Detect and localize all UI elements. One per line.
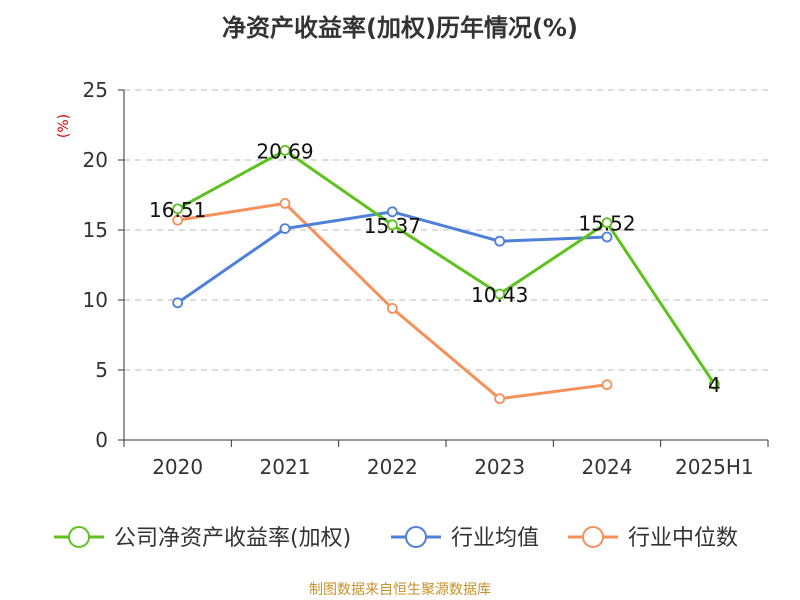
data-source-note: 制图数据来自恒生聚源数据库 <box>309 582 491 598</box>
data-point <box>172 214 184 226</box>
data-point <box>172 297 184 309</box>
data-labels: 16.51 20.69 15.37 10.43 15.52 4 <box>149 139 721 397</box>
legend-marker <box>405 526 427 548</box>
data-point <box>494 235 506 247</box>
data-label: 16.51 <box>149 198 206 222</box>
data-point <box>279 144 291 156</box>
legend-marker <box>68 526 90 548</box>
chart-title: 净资产收益率(加权)历年情况(%) <box>222 14 578 42</box>
data-point <box>601 379 613 391</box>
x-tick-label: 2025H1 <box>675 455 754 479</box>
x-tick-label: 2021 <box>260 455 311 479</box>
x-tick-label: 2024 <box>582 455 633 479</box>
legend-item-0[interactable]: 公司净资产收益率(加权) <box>54 526 351 551</box>
data-point <box>172 203 184 215</box>
axes: 0 5 10 15 20 25 2020 2021 2022 2023 2024 2025H1 <box>83 78 769 479</box>
data-point <box>601 231 613 243</box>
data-label: 20.69 <box>256 139 313 163</box>
y-tick-label: 10 <box>83 288 108 312</box>
data-point <box>601 217 613 229</box>
legend[interactable]: 公司净资产收益率(加权) 行业均值 行业中位数 <box>54 526 738 551</box>
data-point <box>494 288 506 300</box>
legend-label: 行业均值 <box>451 526 539 551</box>
data-point <box>279 223 291 235</box>
x-tick-label: 2022 <box>367 455 418 479</box>
gridlines <box>124 89 768 371</box>
legend-item-1[interactable]: 行业均值 <box>391 526 539 551</box>
y-tick-label: 5 <box>95 358 108 382</box>
data-point <box>279 197 291 209</box>
y-tick-label: 0 <box>95 428 108 452</box>
data-point <box>494 393 506 405</box>
legend-marker <box>582 526 604 548</box>
data-point <box>386 219 398 231</box>
y-tick-label: 25 <box>83 78 108 102</box>
series-lines <box>172 144 720 405</box>
y-tick-label: 15 <box>83 218 108 242</box>
data-point <box>386 206 398 218</box>
data-point <box>386 302 398 314</box>
x-tick-label: 2020 <box>152 455 203 479</box>
data-point <box>708 378 720 390</box>
data-label: 10.43 <box>471 283 528 307</box>
legend-label: 行业中位数 <box>628 526 738 551</box>
legend-label: 公司净资产收益率(加权) <box>114 526 351 551</box>
y-axis-unit-label: (%) <box>56 114 72 138</box>
legend-item-2[interactable]: 行业中位数 <box>568 526 738 551</box>
data-label: 15.37 <box>364 214 421 238</box>
data-label: 4 <box>708 373 721 397</box>
series-line-0 <box>176 148 716 385</box>
data-label: 15.52 <box>578 212 635 236</box>
x-tick-label: 2023 <box>474 455 525 479</box>
y-tick-label: 20 <box>83 148 108 172</box>
